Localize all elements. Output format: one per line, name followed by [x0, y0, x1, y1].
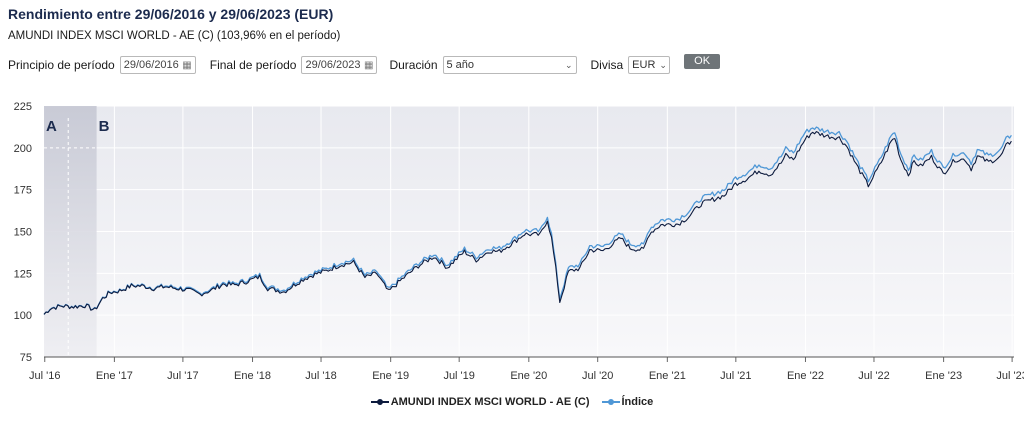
end-date-input[interactable]: 29/06/2023 ▦ [301, 56, 378, 74]
x-tick-label: Ene '17 [96, 370, 133, 382]
legend-label: Índice [621, 396, 654, 408]
fund-subtitle: AMUNDI INDEX MSCI WORLD - AE (C) (103,96… [8, 30, 341, 42]
currency-label: Divisa [590, 58, 624, 72]
x-tick-label: Ene '18 [234, 370, 271, 382]
currency-value: EUR [632, 59, 656, 71]
chevron-down-icon: ⌄ [659, 59, 667, 70]
period-controls: Principio de período 29/06/2016 ▦ Final … [8, 53, 721, 75]
end-date-value: 29/06/2023 [305, 59, 361, 71]
series-line [43, 126, 1012, 315]
x-tick-label: Ene '21 [649, 370, 686, 382]
legend-label: AMUNDI INDEX MSCI WORLD - AE (C) [390, 396, 590, 408]
legend-item-index[interactable]: Índice [601, 396, 654, 408]
duration-label: Duración [389, 58, 438, 72]
x-tick-label: Jul '22 [858, 370, 889, 382]
x-tick-label: Jul '20 [582, 370, 613, 382]
x-tick-label: Ene '19 [372, 370, 409, 382]
end-date-label: Final de período [209, 58, 297, 72]
region-a-band [44, 106, 97, 357]
y-tick-label: 175 [14, 185, 32, 197]
calendar-icon[interactable]: ▦ [364, 59, 374, 71]
x-tick-label: Jul '18 [305, 370, 336, 382]
x-tick-label: Ene '22 [787, 370, 824, 382]
y-tick-label: 150 [14, 227, 32, 239]
x-tick-label: Jul '16 [29, 370, 60, 382]
x-tick-label: Jul '17 [167, 370, 198, 382]
duration-value: 5 año [446, 59, 475, 71]
legend-marker [370, 397, 389, 407]
start-date-value: 29/06/2016 [123, 59, 179, 71]
region-label: A [46, 118, 57, 135]
start-date-input[interactable]: 29/06/2016 ▦ [119, 56, 196, 74]
x-tick-label: Jul '21 [720, 370, 751, 382]
duration-select[interactable]: 5 año ⌄ [442, 56, 577, 74]
x-tick-label: Ene '20 [510, 370, 547, 382]
x-tick-label: Jul '23 [996, 370, 1024, 382]
calendar-icon[interactable]: ▦ [182, 59, 192, 71]
currency-select[interactable]: EUR ⌄ [628, 56, 671, 74]
y-tick-label: 225 [14, 101, 32, 113]
y-tick-label: 100 [14, 310, 32, 322]
y-tick-label: 200 [14, 143, 32, 155]
start-date-label: Principio de período [8, 58, 115, 72]
x-tick-label: Jul '19 [443, 370, 474, 382]
legend-item-fund[interactable]: AMUNDI INDEX MSCI WORLD - AE (C) [370, 396, 590, 408]
x-tick-label: Ene '23 [925, 370, 962, 382]
chevron-down-icon: ⌄ [564, 59, 573, 70]
ok-button[interactable]: OK [684, 53, 721, 69]
legend-marker [601, 397, 620, 407]
y-tick-label: 125 [14, 268, 32, 280]
y-tick-label: 75 [20, 352, 32, 364]
chart-legend: AMUNDI INDEX MSCI WORLD - AE (C) Índice [0, 396, 1024, 408]
region-label: B [99, 118, 110, 135]
chart-title: Rendimiento entre 29/06/2016 y 29/06/202… [8, 6, 334, 22]
series-line [43, 131, 1012, 315]
